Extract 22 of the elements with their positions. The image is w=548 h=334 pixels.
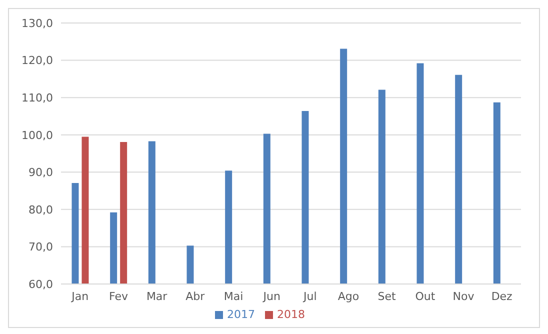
y-tick-label: 110,0 bbox=[22, 91, 53, 104]
y-tick-label: 90,0 bbox=[28, 166, 53, 180]
x-tick-label: Fev bbox=[108, 290, 128, 303]
x-tick-label: Jul bbox=[302, 290, 317, 303]
y-tick-label: 100,0 bbox=[22, 128, 53, 142]
x-tick-label: Dez bbox=[491, 290, 513, 303]
x-tick-label: Jun bbox=[262, 290, 280, 303]
y-tick-label: 70,0 bbox=[28, 240, 53, 254]
x-tick-label: Mai bbox=[224, 290, 244, 303]
legend-label: 2017 bbox=[227, 308, 255, 321]
legend-label: 2018 bbox=[277, 308, 305, 321]
x-tick-label: Out bbox=[415, 290, 436, 303]
x-tick-label: Abr bbox=[186, 290, 206, 303]
x-tick-label: Nov bbox=[452, 290, 475, 303]
y-tick-label: 120,0 bbox=[22, 54, 53, 68]
y-tick-label: 80,0 bbox=[28, 203, 53, 216]
x-tick-label: Jan bbox=[70, 290, 89, 303]
x-tick-label: Ago bbox=[338, 290, 360, 303]
y-tick-label: 60,0 bbox=[28, 278, 53, 291]
x-tick-label: Mar bbox=[146, 290, 168, 303]
y-tick-label: 130,0 bbox=[22, 16, 53, 30]
x-tick-label: Set bbox=[378, 290, 397, 303]
